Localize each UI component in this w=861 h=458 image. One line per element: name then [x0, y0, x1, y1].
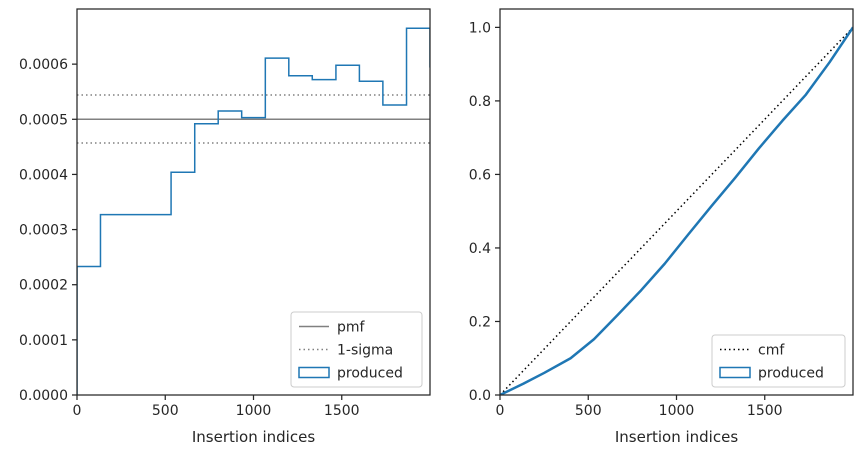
right-data-marks — [500, 26, 853, 395]
x-tick-label: 500 — [152, 403, 179, 419]
left-legend: pmf 1-sigma produced — [290, 311, 423, 388]
produced-histogram — [77, 27, 430, 395]
y-tick-label: 0.4 — [469, 241, 491, 257]
x-tick-label: 1500 — [747, 403, 783, 419]
left-panel: 0 500 1000 1500 0.0000 0.0001 0.0002 0.0003 0.00… — [19, 8, 431, 446]
x-axis-label: Insertion indices — [192, 428, 315, 446]
y-tick-label: 0.0 — [469, 388, 491, 404]
y-tick-label: 1.0 — [469, 20, 491, 36]
y-tick-label: 0.6 — [469, 167, 491, 183]
left-data-marks — [77, 27, 430, 395]
y-tick-label: 0.8 — [469, 94, 491, 110]
x-tick-label: 500 — [575, 403, 602, 419]
x-tick-label: 1000 — [236, 403, 272, 419]
legend-label: produced — [337, 366, 403, 382]
x-axis-label: Insertion indices — [615, 428, 738, 446]
produced-cumulative-line — [500, 26, 853, 395]
y-tick-label: 0.0002 — [19, 278, 68, 294]
y-tick-label: 0.0005 — [19, 112, 68, 128]
legend-handle-produced — [298, 366, 330, 379]
x-tick-label: 1500 — [324, 403, 360, 419]
legend-label: pmf — [337, 320, 366, 336]
right-legend: cmf produced — [711, 334, 846, 388]
right-panel: 0 500 1000 1500 0.0 0.2 0.4 0.6 0.8 1.0 Insertion … — [469, 8, 854, 446]
x-tick-label: 0 — [73, 403, 82, 419]
x-tick-label: 1000 — [659, 403, 695, 419]
y-tick-label: 0.0003 — [19, 223, 68, 239]
legend-handle-produced — [719, 366, 751, 379]
y-tick-label: 0.0000 — [19, 388, 68, 404]
y-tick-label: 0.2 — [469, 314, 491, 330]
legend-label: 1-sigma — [337, 343, 393, 359]
legend-label: produced — [758, 366, 824, 382]
legend-frame — [711, 334, 846, 388]
x-tick-label: 0 — [496, 403, 505, 419]
y-tick-label: 0.0001 — [19, 333, 68, 349]
y-tick-label: 0.0006 — [19, 57, 68, 73]
y-tick-label: 0.0004 — [19, 167, 68, 183]
legend-label: cmf — [758, 343, 785, 359]
